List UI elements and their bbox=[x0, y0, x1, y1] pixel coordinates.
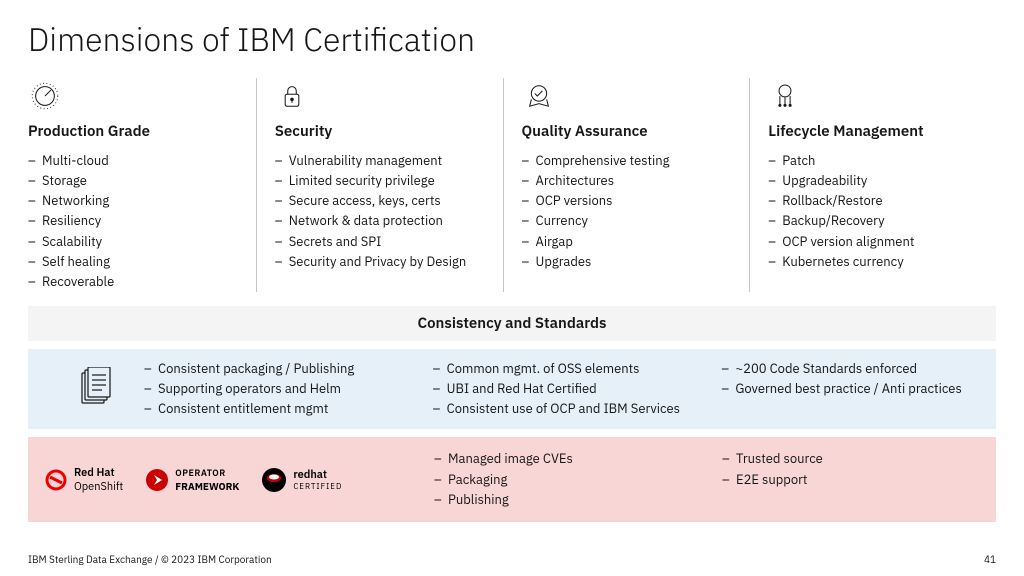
list-item: Governed best practice / Anti practices bbox=[721, 379, 980, 399]
redhat-certified-logo: redhatCERTIFIED bbox=[261, 467, 342, 493]
lock-icon bbox=[275, 78, 485, 114]
redbox-col2: Trusted source E2E support bbox=[722, 449, 980, 489]
list-item: Network & data protection bbox=[275, 211, 485, 231]
footer-left: IBM Sterling Data Exchange / © 2023 IBM … bbox=[28, 553, 272, 566]
list-item: OCP versions bbox=[522, 191, 732, 211]
list-item: Backup/Recovery bbox=[768, 211, 978, 231]
list-item: E2E support bbox=[722, 470, 980, 490]
list-item: Multi-cloud bbox=[28, 151, 238, 171]
list-item: Networking bbox=[28, 191, 238, 211]
page-number: 41 bbox=[984, 553, 996, 566]
col-list: Multi-cloud Storage Networking Resilienc… bbox=[28, 151, 238, 292]
redhat-openshift-logo: Red HatOpenShift bbox=[44, 466, 123, 494]
list-item: Storage bbox=[28, 171, 238, 191]
list-item: Supporting operators and Helm bbox=[144, 379, 403, 399]
list-item: Limited security privilege bbox=[275, 171, 485, 191]
redbox: Red HatOpenShift OPERATORFRAMEWORK redha… bbox=[28, 437, 996, 521]
list-item: Recoverable bbox=[28, 272, 238, 292]
list-item: Scalability bbox=[28, 232, 238, 252]
list-item: Comprehensive testing bbox=[522, 151, 732, 171]
col-quality: Quality Assurance Comprehensive testing … bbox=[504, 78, 751, 292]
col-list: Patch Upgradeability Rollback/Restore Ba… bbox=[768, 151, 978, 272]
redbox-col1: Managed image CVEs Packaging Publishing bbox=[434, 449, 692, 509]
list-item: Packaging bbox=[434, 470, 692, 490]
col-production: Production Grade Multi-cloud Storage Net… bbox=[28, 78, 257, 292]
list-item: Airgap bbox=[522, 232, 732, 252]
list-item: Resiliency bbox=[28, 211, 238, 231]
logo-text: Red Hat bbox=[74, 466, 115, 480]
columns-row: Production Grade Multi-cloud Storage Net… bbox=[28, 78, 996, 292]
page-title: Dimensions of IBM Certification bbox=[28, 18, 996, 60]
col-title: Production Grade bbox=[28, 122, 238, 141]
list-item: Currency bbox=[522, 211, 732, 231]
list-item: Common mgmt. of OSS elements bbox=[433, 359, 692, 379]
operator-framework-logo: OPERATORFRAMEWORK bbox=[145, 466, 239, 493]
logo-subtext: CERTIFIED bbox=[293, 482, 342, 492]
bluebox-col2: Common mgmt. of OSS elements UBI and Red… bbox=[433, 359, 692, 419]
badge-icon bbox=[522, 78, 732, 114]
bluebox: Consistent packaging / Publishing Suppor… bbox=[28, 349, 996, 429]
list-item: Secure access, keys, certs bbox=[275, 191, 485, 211]
list-item: Consistent use of OCP and IBM Services bbox=[433, 399, 692, 419]
col-list: Vulnerability management Limited securit… bbox=[275, 151, 485, 272]
list-item: Architectures bbox=[522, 171, 732, 191]
logo-subtext: OpenShift bbox=[74, 480, 123, 494]
list-item: ~200 Code Standards enforced bbox=[721, 359, 980, 379]
list-item: Security and Privacy by Design bbox=[275, 252, 485, 272]
gauge-icon bbox=[28, 78, 238, 114]
list-item: Trusted source bbox=[722, 449, 980, 469]
cycle-icon bbox=[768, 78, 978, 114]
list-item: Self healing bbox=[28, 252, 238, 272]
clipboard-icon bbox=[44, 367, 144, 411]
list-item: Managed image CVEs bbox=[434, 449, 692, 469]
logo-subtext: FRAMEWORK bbox=[175, 480, 239, 493]
list-item: OCP version alignment bbox=[768, 232, 978, 252]
list-item: Upgrades bbox=[522, 252, 732, 272]
logo-text: redhat bbox=[293, 468, 327, 482]
list-item: UBI and Red Hat Certified bbox=[433, 379, 692, 399]
col-lifecycle: Lifecycle Management Patch Upgradeabilit… bbox=[750, 78, 996, 292]
consistency-banner: Consistency and Standards bbox=[28, 306, 996, 341]
col-list: Comprehensive testing Architectures OCP … bbox=[522, 151, 732, 272]
logo-text: OPERATOR bbox=[175, 468, 225, 479]
list-item: Rollback/Restore bbox=[768, 191, 978, 211]
col-title: Security bbox=[275, 122, 485, 141]
list-item: Secrets and SPI bbox=[275, 232, 485, 252]
col-title: Quality Assurance bbox=[522, 122, 732, 141]
list-item: Patch bbox=[768, 151, 978, 171]
col-title: Lifecycle Management bbox=[768, 122, 978, 141]
list-item: Upgradeability bbox=[768, 171, 978, 191]
list-item: Kubernetes currency bbox=[768, 252, 978, 272]
list-item: Publishing bbox=[434, 490, 692, 510]
list-item: Consistent entitlement mgmt bbox=[144, 399, 403, 419]
list-item: Consistent packaging / Publishing bbox=[144, 359, 403, 379]
list-item: Vulnerability management bbox=[275, 151, 485, 171]
col-security: Security Vulnerability management Limite… bbox=[257, 78, 504, 292]
bluebox-col3: ~200 Code Standards enforced Governed be… bbox=[721, 359, 980, 399]
bluebox-col1: Consistent packaging / Publishing Suppor… bbox=[144, 359, 403, 419]
